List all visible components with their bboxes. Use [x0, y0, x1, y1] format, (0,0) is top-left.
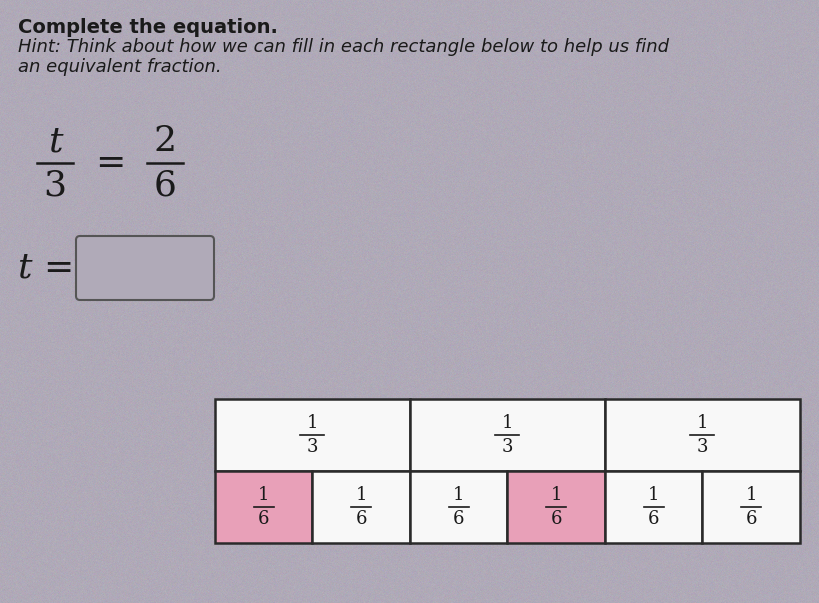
Text: 6: 6 [550, 510, 561, 528]
Text: 2: 2 [153, 124, 176, 158]
Text: 1: 1 [355, 486, 367, 504]
Text: =: = [95, 146, 125, 180]
Text: 3: 3 [306, 438, 318, 456]
Text: 1: 1 [744, 486, 756, 504]
FancyBboxPatch shape [215, 399, 410, 471]
Text: 6: 6 [355, 510, 367, 528]
FancyBboxPatch shape [410, 471, 507, 543]
Text: 3: 3 [696, 438, 708, 456]
Text: 1: 1 [452, 486, 464, 504]
Text: 6: 6 [452, 510, 464, 528]
Text: Complete the equation.: Complete the equation. [18, 18, 278, 37]
Text: 6: 6 [647, 510, 658, 528]
Text: 1: 1 [258, 486, 269, 504]
Text: 3: 3 [43, 168, 66, 202]
FancyBboxPatch shape [312, 471, 410, 543]
FancyBboxPatch shape [702, 471, 799, 543]
Text: an equivalent fraction.: an equivalent fraction. [18, 58, 221, 76]
Text: 3: 3 [501, 438, 513, 456]
FancyBboxPatch shape [604, 471, 702, 543]
Text: 6: 6 [744, 510, 756, 528]
Text: 6: 6 [153, 168, 176, 202]
FancyBboxPatch shape [507, 471, 604, 543]
Text: t: t [48, 124, 62, 158]
FancyBboxPatch shape [76, 236, 214, 300]
Text: 1: 1 [306, 414, 318, 432]
FancyBboxPatch shape [215, 471, 312, 543]
FancyBboxPatch shape [410, 399, 604, 471]
Text: 1: 1 [501, 414, 513, 432]
Text: 6: 6 [258, 510, 269, 528]
Text: 1: 1 [696, 414, 708, 432]
Text: t =: t = [18, 251, 75, 285]
Text: Hint: Think about how we can fill in each rectangle below to help us find: Hint: Think about how we can fill in eac… [18, 38, 668, 56]
Text: 1: 1 [647, 486, 658, 504]
FancyBboxPatch shape [604, 399, 799, 471]
Text: 1: 1 [550, 486, 561, 504]
